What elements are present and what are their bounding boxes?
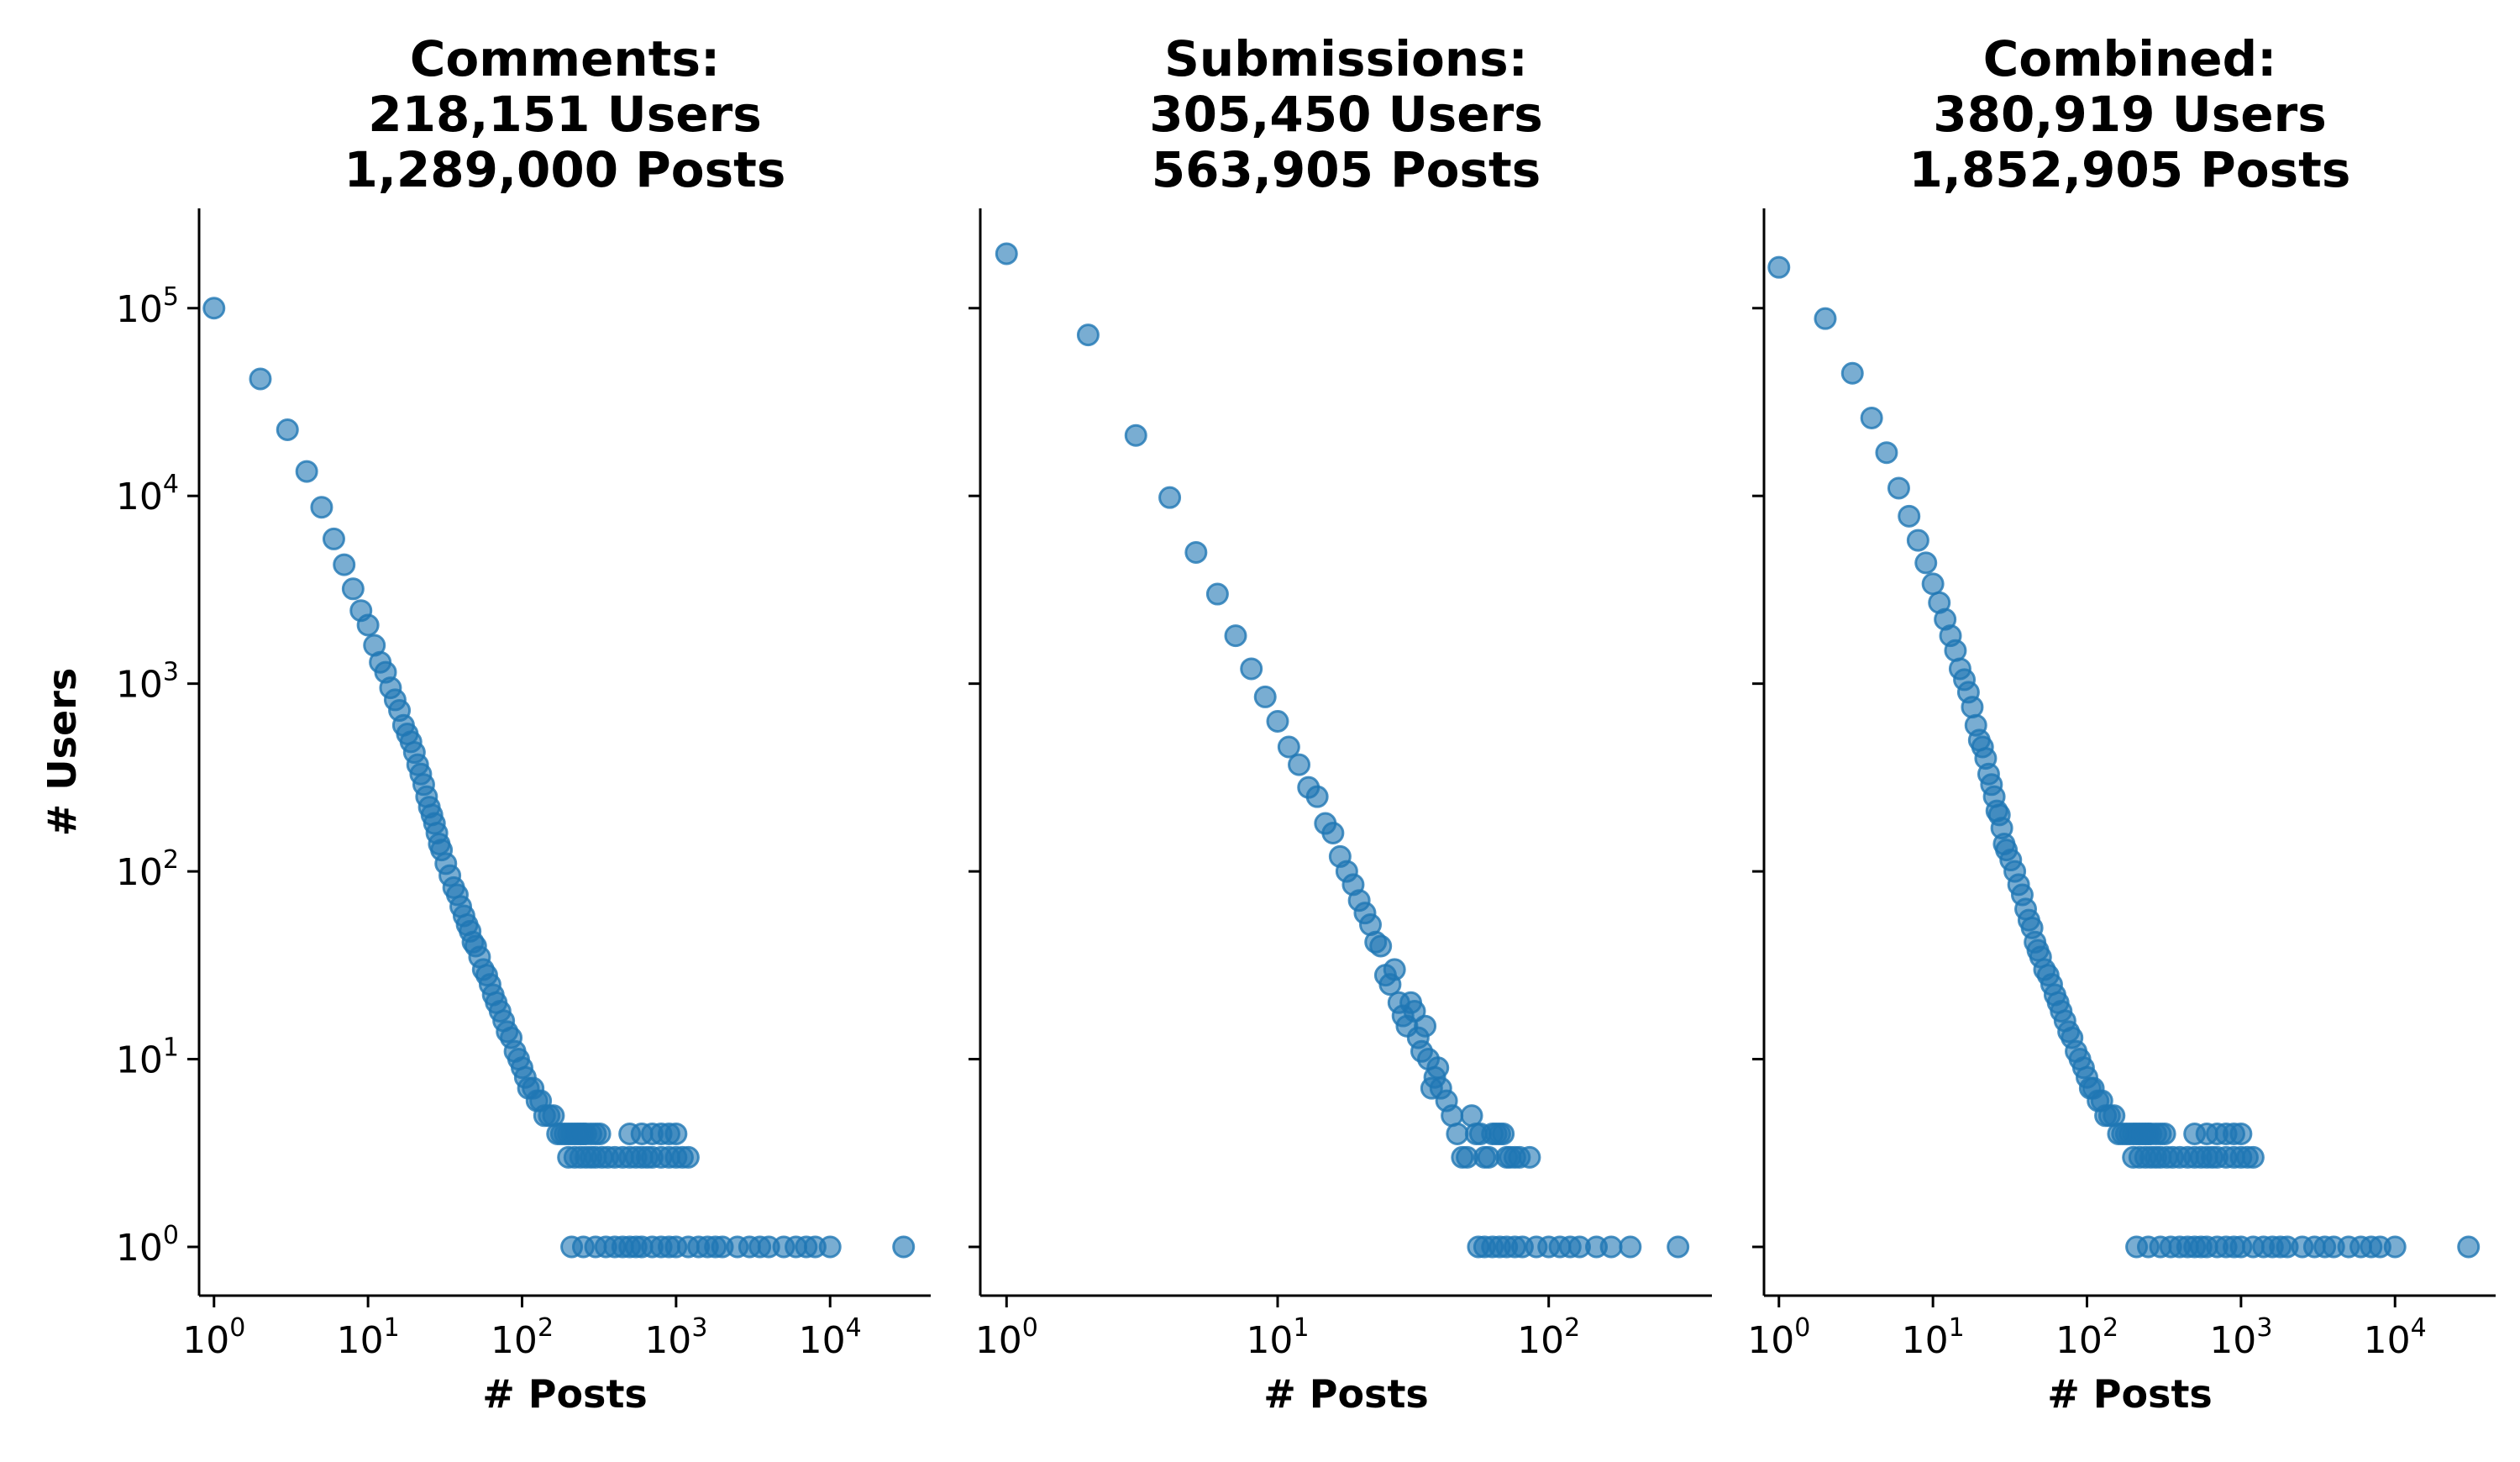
scatter-point xyxy=(1253,685,1277,708)
scatter-point xyxy=(1158,486,1182,509)
scatter-point xyxy=(2457,1235,2481,1259)
scatter-point xyxy=(1667,1235,1690,1259)
x-tick-label: 102 xyxy=(1517,1313,1580,1362)
x-tick-label: 101 xyxy=(1902,1313,1965,1362)
scatter-point xyxy=(1944,639,1967,662)
scatter-point xyxy=(1906,529,1929,552)
x-tick-label: 103 xyxy=(644,1313,707,1362)
scatter-point xyxy=(1492,1122,1515,1145)
scatter-point xyxy=(1369,934,1393,958)
y-tick-label: 100 xyxy=(116,1221,179,1270)
scatter-point xyxy=(1961,696,1984,719)
scatter-point xyxy=(1205,582,1229,606)
scatter-point xyxy=(588,1122,612,1145)
scatter-point xyxy=(1288,753,1311,776)
scatter-point xyxy=(276,418,299,442)
y-tick-label: 105 xyxy=(116,282,179,331)
x-axis-label: # Posts xyxy=(482,1371,648,1417)
scatter-point xyxy=(1914,551,1938,575)
scatter-point xyxy=(1305,785,1329,808)
chart-title-line-1: Combined: xyxy=(1983,30,2277,87)
scatter-point xyxy=(356,613,380,637)
scatter-point xyxy=(341,577,365,601)
chart-title-line-2: 218,151 Users xyxy=(368,86,761,143)
scatter-point xyxy=(2241,1145,2265,1169)
x-tick-label: 101 xyxy=(1246,1313,1309,1362)
x-tick-label: 100 xyxy=(1747,1313,1810,1362)
scatter-point xyxy=(1277,735,1300,759)
scatter-point xyxy=(1414,1014,1437,1038)
x-tick-label: 102 xyxy=(2055,1313,2118,1362)
x-tick-label: 100 xyxy=(182,1313,245,1362)
scatter-point xyxy=(1266,709,1289,733)
y-tick-label: 104 xyxy=(116,470,179,518)
chart-title-line-1: Submissions: xyxy=(1164,30,1528,87)
scatter-point xyxy=(1767,255,1791,279)
scatter-point xyxy=(2383,1235,2407,1259)
scatter-point xyxy=(1599,1235,1623,1259)
y-tick-label: 101 xyxy=(116,1033,179,1082)
scatter-point xyxy=(1321,821,1345,844)
x-axis-label: # Posts xyxy=(2047,1371,2213,1417)
chart-title-line-3: 1,289,000 Posts xyxy=(344,141,786,198)
x-axis-label: # Posts xyxy=(1263,1371,1429,1417)
scatter-point xyxy=(1224,624,1247,648)
scatter-point xyxy=(995,242,1018,266)
scatter-point xyxy=(295,460,318,483)
scatter-point xyxy=(664,1122,688,1145)
x-tick-label: 101 xyxy=(337,1313,400,1362)
scatter-point xyxy=(1383,958,1406,981)
scatter-point xyxy=(1840,361,1864,385)
x-tick-label: 104 xyxy=(799,1313,862,1362)
scatter-point xyxy=(1240,657,1263,681)
y-tick-label: 103 xyxy=(116,658,179,707)
scatter-point xyxy=(892,1235,916,1259)
scatter-point xyxy=(333,553,356,576)
chart-title-line-2: 380,919 Users xyxy=(1933,86,2326,143)
scatter-point xyxy=(1518,1145,1541,1169)
scatter-point xyxy=(818,1235,842,1259)
chart-title-line-3: 1,852,905 Posts xyxy=(1909,141,2351,198)
chart-title-line-2: 305,450 Users xyxy=(1149,86,1542,143)
x-tick-label: 100 xyxy=(975,1313,1038,1362)
scatter-point xyxy=(2229,1122,2253,1145)
scatter-point xyxy=(1921,572,1945,596)
scatter-point xyxy=(1184,540,1208,564)
scatter-point xyxy=(1076,323,1100,347)
chart-title-line-3: 563,905 Posts xyxy=(1152,141,1541,198)
scatter-point xyxy=(1887,476,1910,500)
scatter-point xyxy=(322,527,345,550)
scatter-point xyxy=(202,297,226,320)
scatter-point xyxy=(1898,504,1921,528)
chart-title-line-1: Comments: xyxy=(410,30,720,87)
x-tick-label: 103 xyxy=(2209,1313,2272,1362)
x-tick-label: 104 xyxy=(2364,1313,2427,1362)
y-axis-label: # Users xyxy=(39,668,85,837)
scatter-point xyxy=(1446,1122,1469,1145)
scatter-point xyxy=(1619,1235,1642,1259)
scatter-point xyxy=(1426,1056,1450,1080)
scatter-point xyxy=(1124,423,1147,447)
scatter-point xyxy=(2153,1122,2176,1145)
scatter-point xyxy=(676,1145,700,1169)
scatter-point xyxy=(1860,406,1883,429)
scatter-point xyxy=(249,367,272,391)
scatter-point xyxy=(310,496,333,519)
scatter-point xyxy=(1875,441,1898,465)
y-tick-label: 102 xyxy=(116,845,179,894)
scatter-point xyxy=(1814,307,1837,330)
x-tick-label: 102 xyxy=(491,1313,554,1362)
